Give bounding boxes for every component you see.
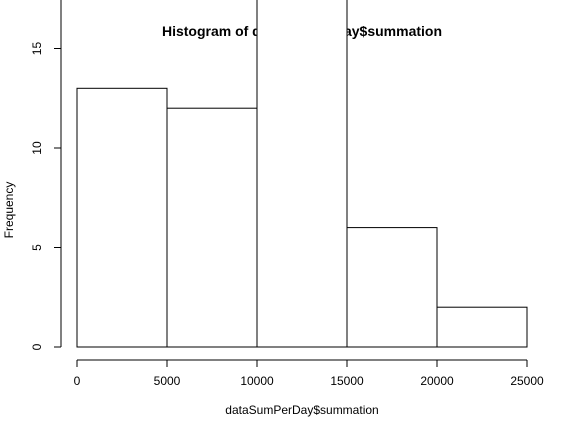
y-tick-label: 0 xyxy=(30,343,44,350)
y-tick-label: 5 xyxy=(30,244,44,251)
y-axis-label: Frequency xyxy=(2,182,16,239)
y-tick-label: 15 xyxy=(30,42,44,56)
x-tick-label: 25000 xyxy=(510,374,544,388)
x-tick-label: 5000 xyxy=(154,374,181,388)
histogram-bar xyxy=(436,306,528,348)
x-tick-label: 15000 xyxy=(330,374,364,388)
histogram-bar xyxy=(166,107,258,348)
x-axis-label: dataSumPerDay$summation xyxy=(225,403,378,417)
bars-group xyxy=(76,0,528,348)
histogram-bar xyxy=(76,87,168,348)
x-tick-label: 10000 xyxy=(240,374,274,388)
y-axis: 0510152025 xyxy=(30,0,62,350)
x-tick-label: 0 xyxy=(74,374,81,388)
histogram-bar xyxy=(346,227,438,348)
x-axis: 0 5000 10000 15000 20000 25000 xyxy=(74,359,544,388)
x-tick-label: 20000 xyxy=(420,374,454,388)
y-tick-label: 10 xyxy=(30,141,44,155)
histogram-bar xyxy=(256,0,348,348)
